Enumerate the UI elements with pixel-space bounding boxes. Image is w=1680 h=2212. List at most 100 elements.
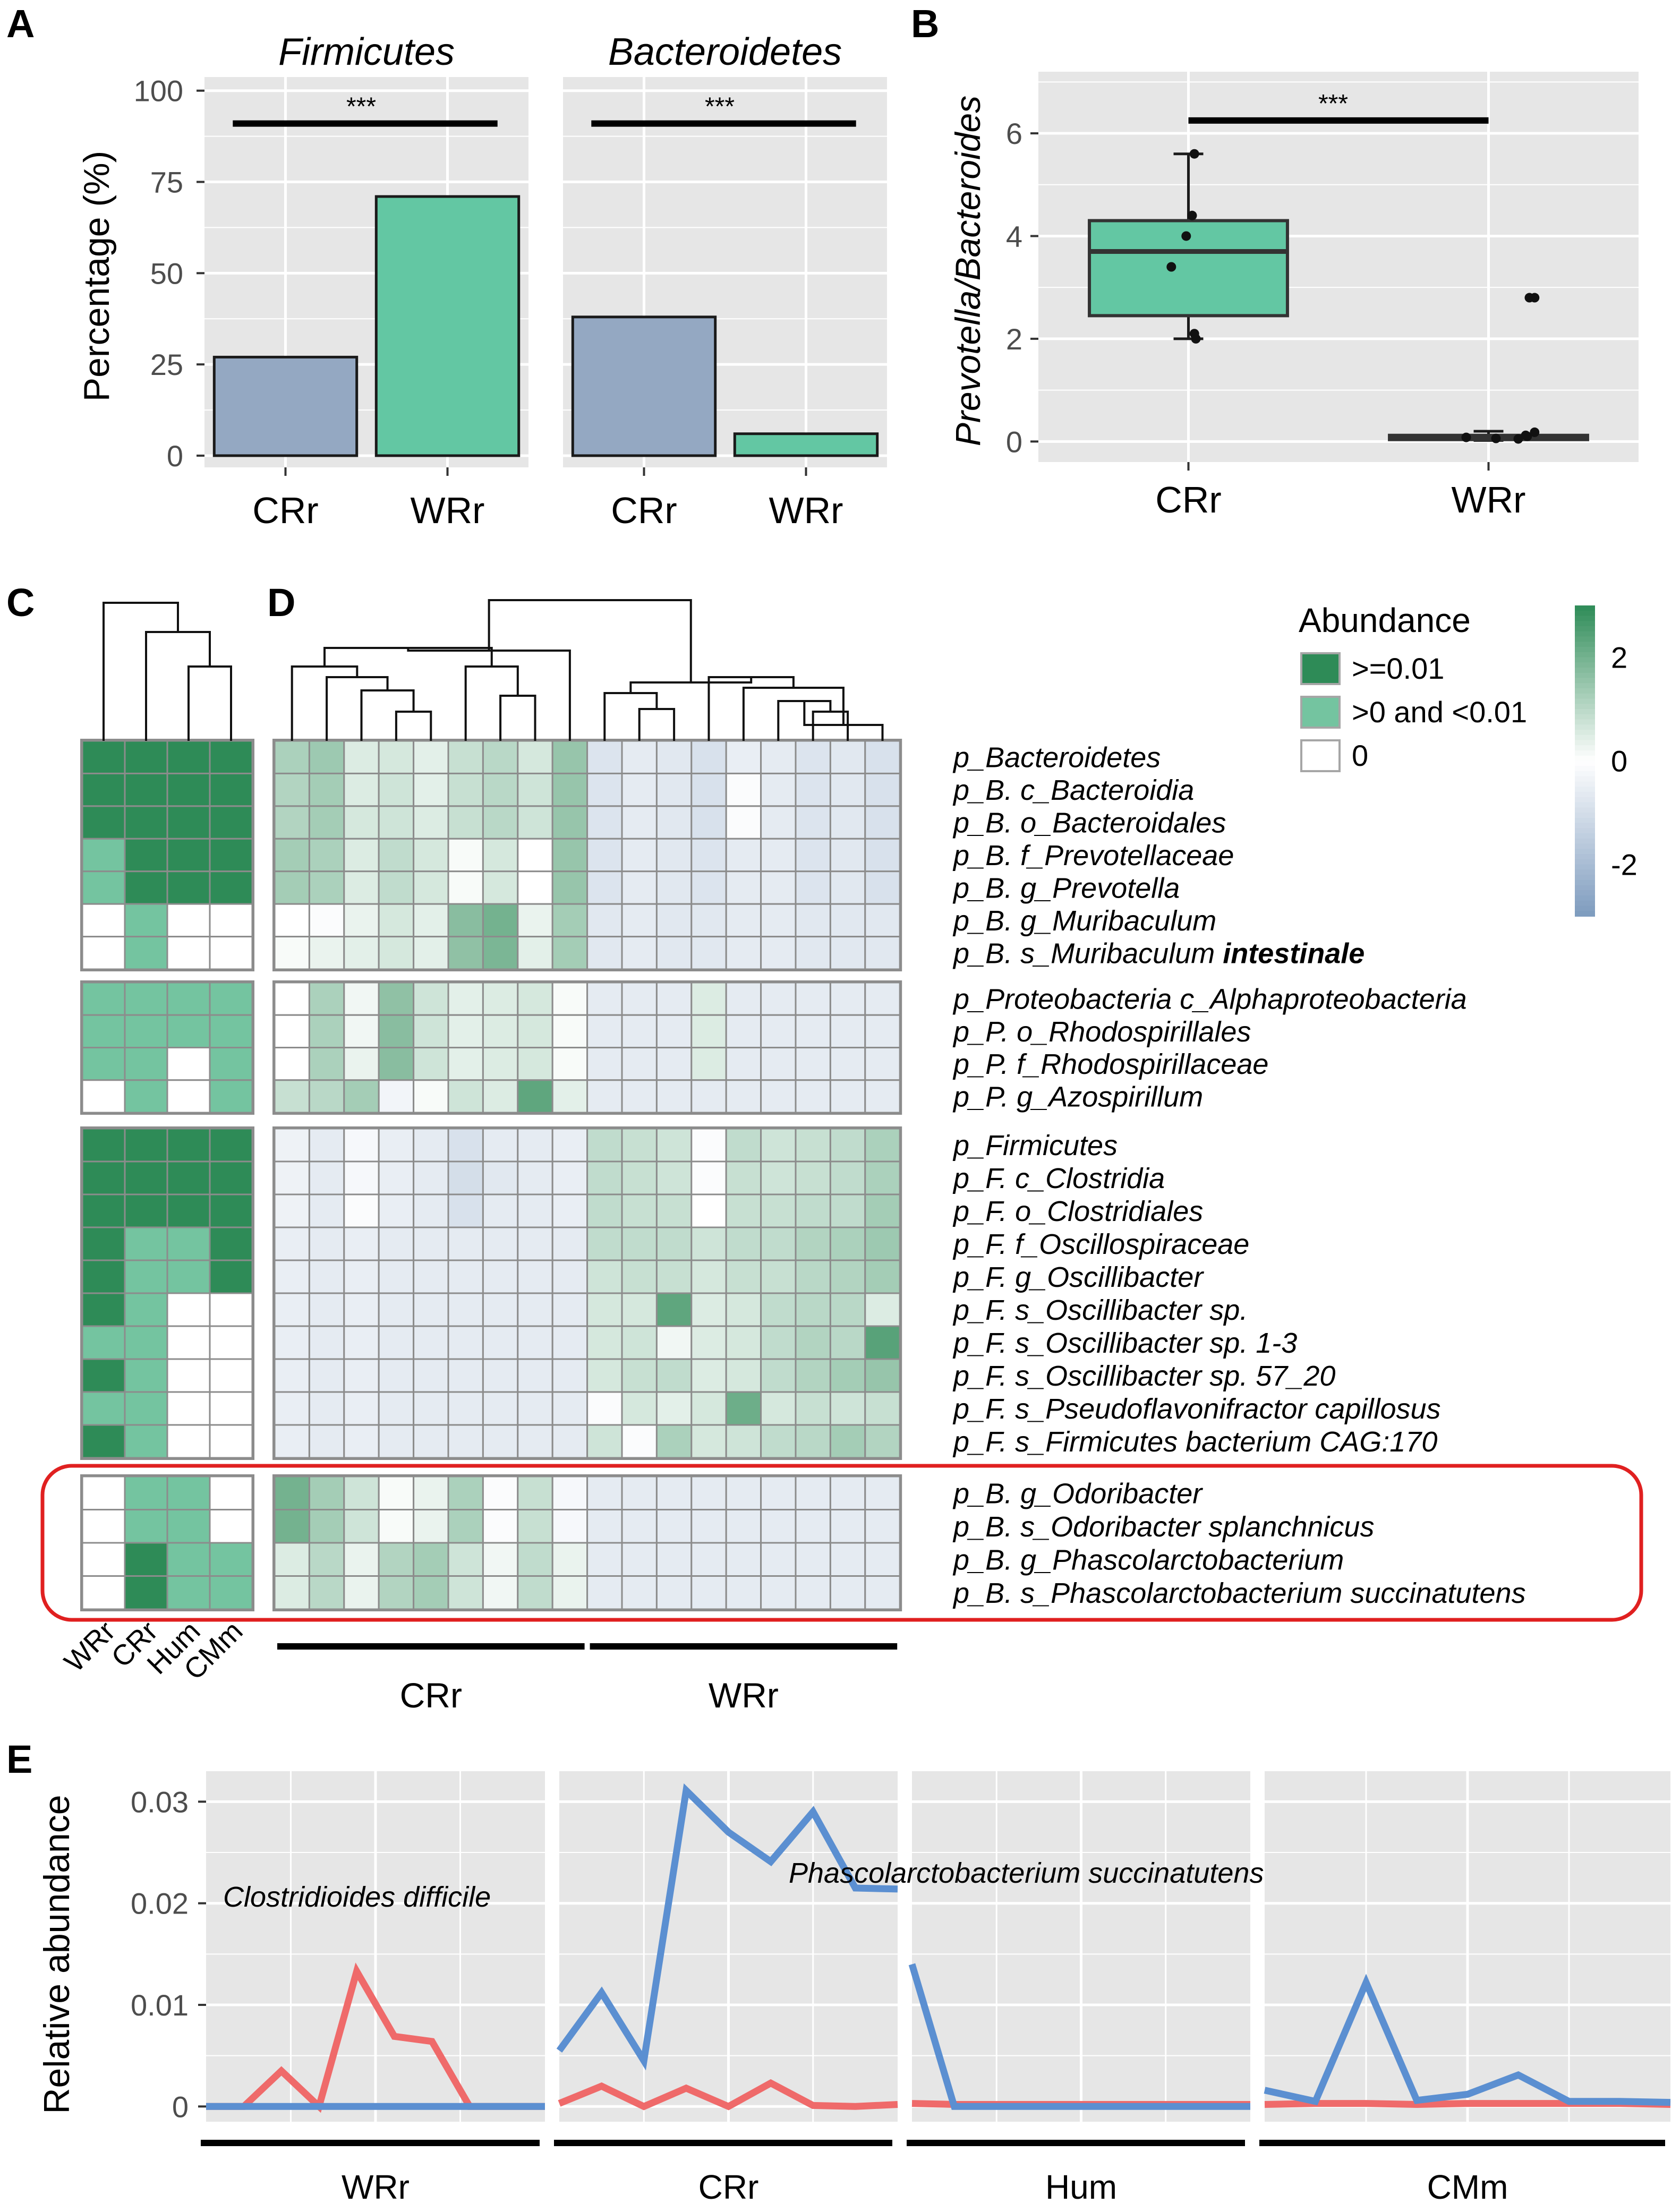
- heatmap-d-cell: [447, 1128, 484, 1163]
- row-label: p_F. c_Clostridia: [952, 1163, 1165, 1194]
- heatmap-d-cell: [378, 1160, 415, 1195]
- heatmap-d-cell: [621, 1079, 658, 1114]
- heatmap-d-cell: [551, 1509, 589, 1544]
- heatmap-d-cell: [378, 1391, 415, 1426]
- heatmap-d-cell: [586, 1542, 623, 1577]
- heatmap-d-cell: [551, 1160, 589, 1195]
- heatmap-d-cell: [655, 740, 693, 774]
- heatmap-d-cell: [795, 981, 831, 1016]
- heatmap-c-cell: [209, 903, 253, 938]
- heatmap-d-cell: [829, 838, 866, 873]
- heatmap-d-cell: [378, 1358, 415, 1393]
- heatmap-d-cell: [586, 1259, 623, 1294]
- heatmap-d-cell: [864, 936, 901, 970]
- heatmap-d-cell: [482, 1475, 519, 1510]
- heatmap-d-cell: [482, 903, 519, 938]
- heatmap-d-cell: [308, 1542, 345, 1577]
- heatmap-d-cell: [655, 903, 693, 938]
- heatmap-d-cell: [864, 740, 901, 774]
- heatmap-d-cell: [308, 1160, 345, 1195]
- heatmap-d-cell: [274, 1292, 310, 1327]
- heatmap-d-cell: [621, 1475, 658, 1510]
- heatmap-d-cell: [517, 1014, 553, 1048]
- row-label: p_F. s_Firmicutes bacterium CAG:170: [952, 1426, 1437, 1458]
- row-label: p_F. s_Oscillibacter sp. 1-3: [952, 1327, 1297, 1359]
- heatmap-d-cell: [795, 1358, 831, 1393]
- heatmap-d-cell: [517, 1128, 553, 1163]
- bar-wrr: [374, 195, 521, 457]
- heatmap-d-cell: [274, 1128, 310, 1163]
- colorbar-segment: [1575, 828, 1595, 834]
- colorbar-segment: [1575, 787, 1595, 792]
- heatmap-d-cell: [413, 1259, 449, 1294]
- heatmap-d-cell: [760, 1542, 797, 1577]
- heatmap-d-cell: [378, 772, 415, 807]
- heatmap-d-cell: [864, 1259, 901, 1294]
- row-label: p_B. f_Prevotellaceae: [952, 840, 1234, 872]
- bar-crr: [212, 355, 359, 457]
- heatmap-d-cell: [655, 1047, 693, 1081]
- heatmap-d-cell: [447, 1259, 484, 1294]
- heatmap-d-cell: [482, 936, 519, 970]
- heatmap-c-cell: [124, 1424, 168, 1459]
- heatmap-c-cell: [81, 740, 126, 774]
- data-point: [1166, 262, 1176, 272]
- heatmap-c-cell: [81, 981, 126, 1016]
- heatmap-d-cell: [795, 1391, 831, 1426]
- heatmap-c-cell: [209, 1575, 253, 1610]
- heatmap-d-cell: [308, 1358, 345, 1393]
- heatmap-d-cell: [551, 936, 589, 970]
- heatmap-d-cell: [308, 1475, 345, 1510]
- colorbar-segment: [1575, 693, 1595, 699]
- row-label: p_F. f_Oscillospiraceae: [952, 1228, 1249, 1260]
- heatmap-d-cell: [447, 903, 484, 938]
- heatmap-d-cell: [378, 936, 415, 970]
- bar-crr: [571, 315, 717, 457]
- heatmap-d-cell: [413, 1079, 449, 1114]
- heatmap-d-cell: [378, 838, 415, 873]
- heatmap-d-cell: [482, 1259, 519, 1294]
- heatmap-d-cell: [378, 1542, 415, 1577]
- y-tick-label: 0: [1006, 425, 1022, 458]
- heatmap-d-cell: [690, 1325, 727, 1360]
- colorbar-segment: [1575, 688, 1595, 694]
- heatmap-d-cell: [864, 1575, 901, 1610]
- heatmap-d-cell: [447, 1193, 484, 1228]
- heatmap-d-cell: [795, 1226, 831, 1261]
- heatmap-d-cell: [829, 1047, 866, 1081]
- colorbar-segment: [1575, 745, 1595, 751]
- heatmap-c-cell: [209, 1509, 253, 1544]
- heatmap-d-cell: [274, 805, 310, 840]
- heatmap-d-cell: [655, 1160, 693, 1195]
- heatmap-d-cell: [447, 1424, 484, 1459]
- colorbar-segment: [1575, 911, 1595, 917]
- heatmap-d-cell: [413, 1358, 449, 1393]
- heatmap-d-cell: [413, 1047, 449, 1081]
- heatmap-d-cell: [413, 1475, 449, 1510]
- heatmap-d-cell: [621, 805, 658, 840]
- heatmap-d-cell: [413, 1509, 449, 1544]
- y-tick-label: 50: [150, 257, 183, 290]
- heatmap-d-cell: [829, 1358, 866, 1393]
- y-axis-label: Relative abundance: [37, 1795, 77, 2114]
- heatmap-d-cell: [586, 1014, 623, 1048]
- heatmap-d-cell: [864, 1391, 901, 1426]
- heatmap-d-cell: [551, 1047, 589, 1081]
- heatmap-d-cell: [447, 1391, 484, 1426]
- heatmap-d-cell: [864, 1079, 901, 1114]
- heatmap-d-cell: [343, 1292, 380, 1327]
- y-tick-label: 2: [1006, 322, 1022, 356]
- panel-e-plot: WRr CRr Hum CMm 0 0.01 0.02 0.03 Relative abunda…: [37, 1750, 1671, 2206]
- heatmap-d-cell: [795, 1128, 831, 1163]
- heatmap-d-cell: [795, 1047, 831, 1081]
- heatmap-d-cell: [725, 838, 762, 873]
- panel-e: E WRr CRr Hum CMm 0 0.01 0.02 0.03 Relative abun…: [6, 1737, 1671, 2206]
- colorbar-segment: [1575, 755, 1595, 762]
- heatmap-d-cell: [517, 981, 553, 1016]
- heatmap-d-cell: [690, 1391, 727, 1426]
- heatmap-c-cell: [209, 772, 253, 807]
- heatmap-d-cell: [274, 1193, 310, 1228]
